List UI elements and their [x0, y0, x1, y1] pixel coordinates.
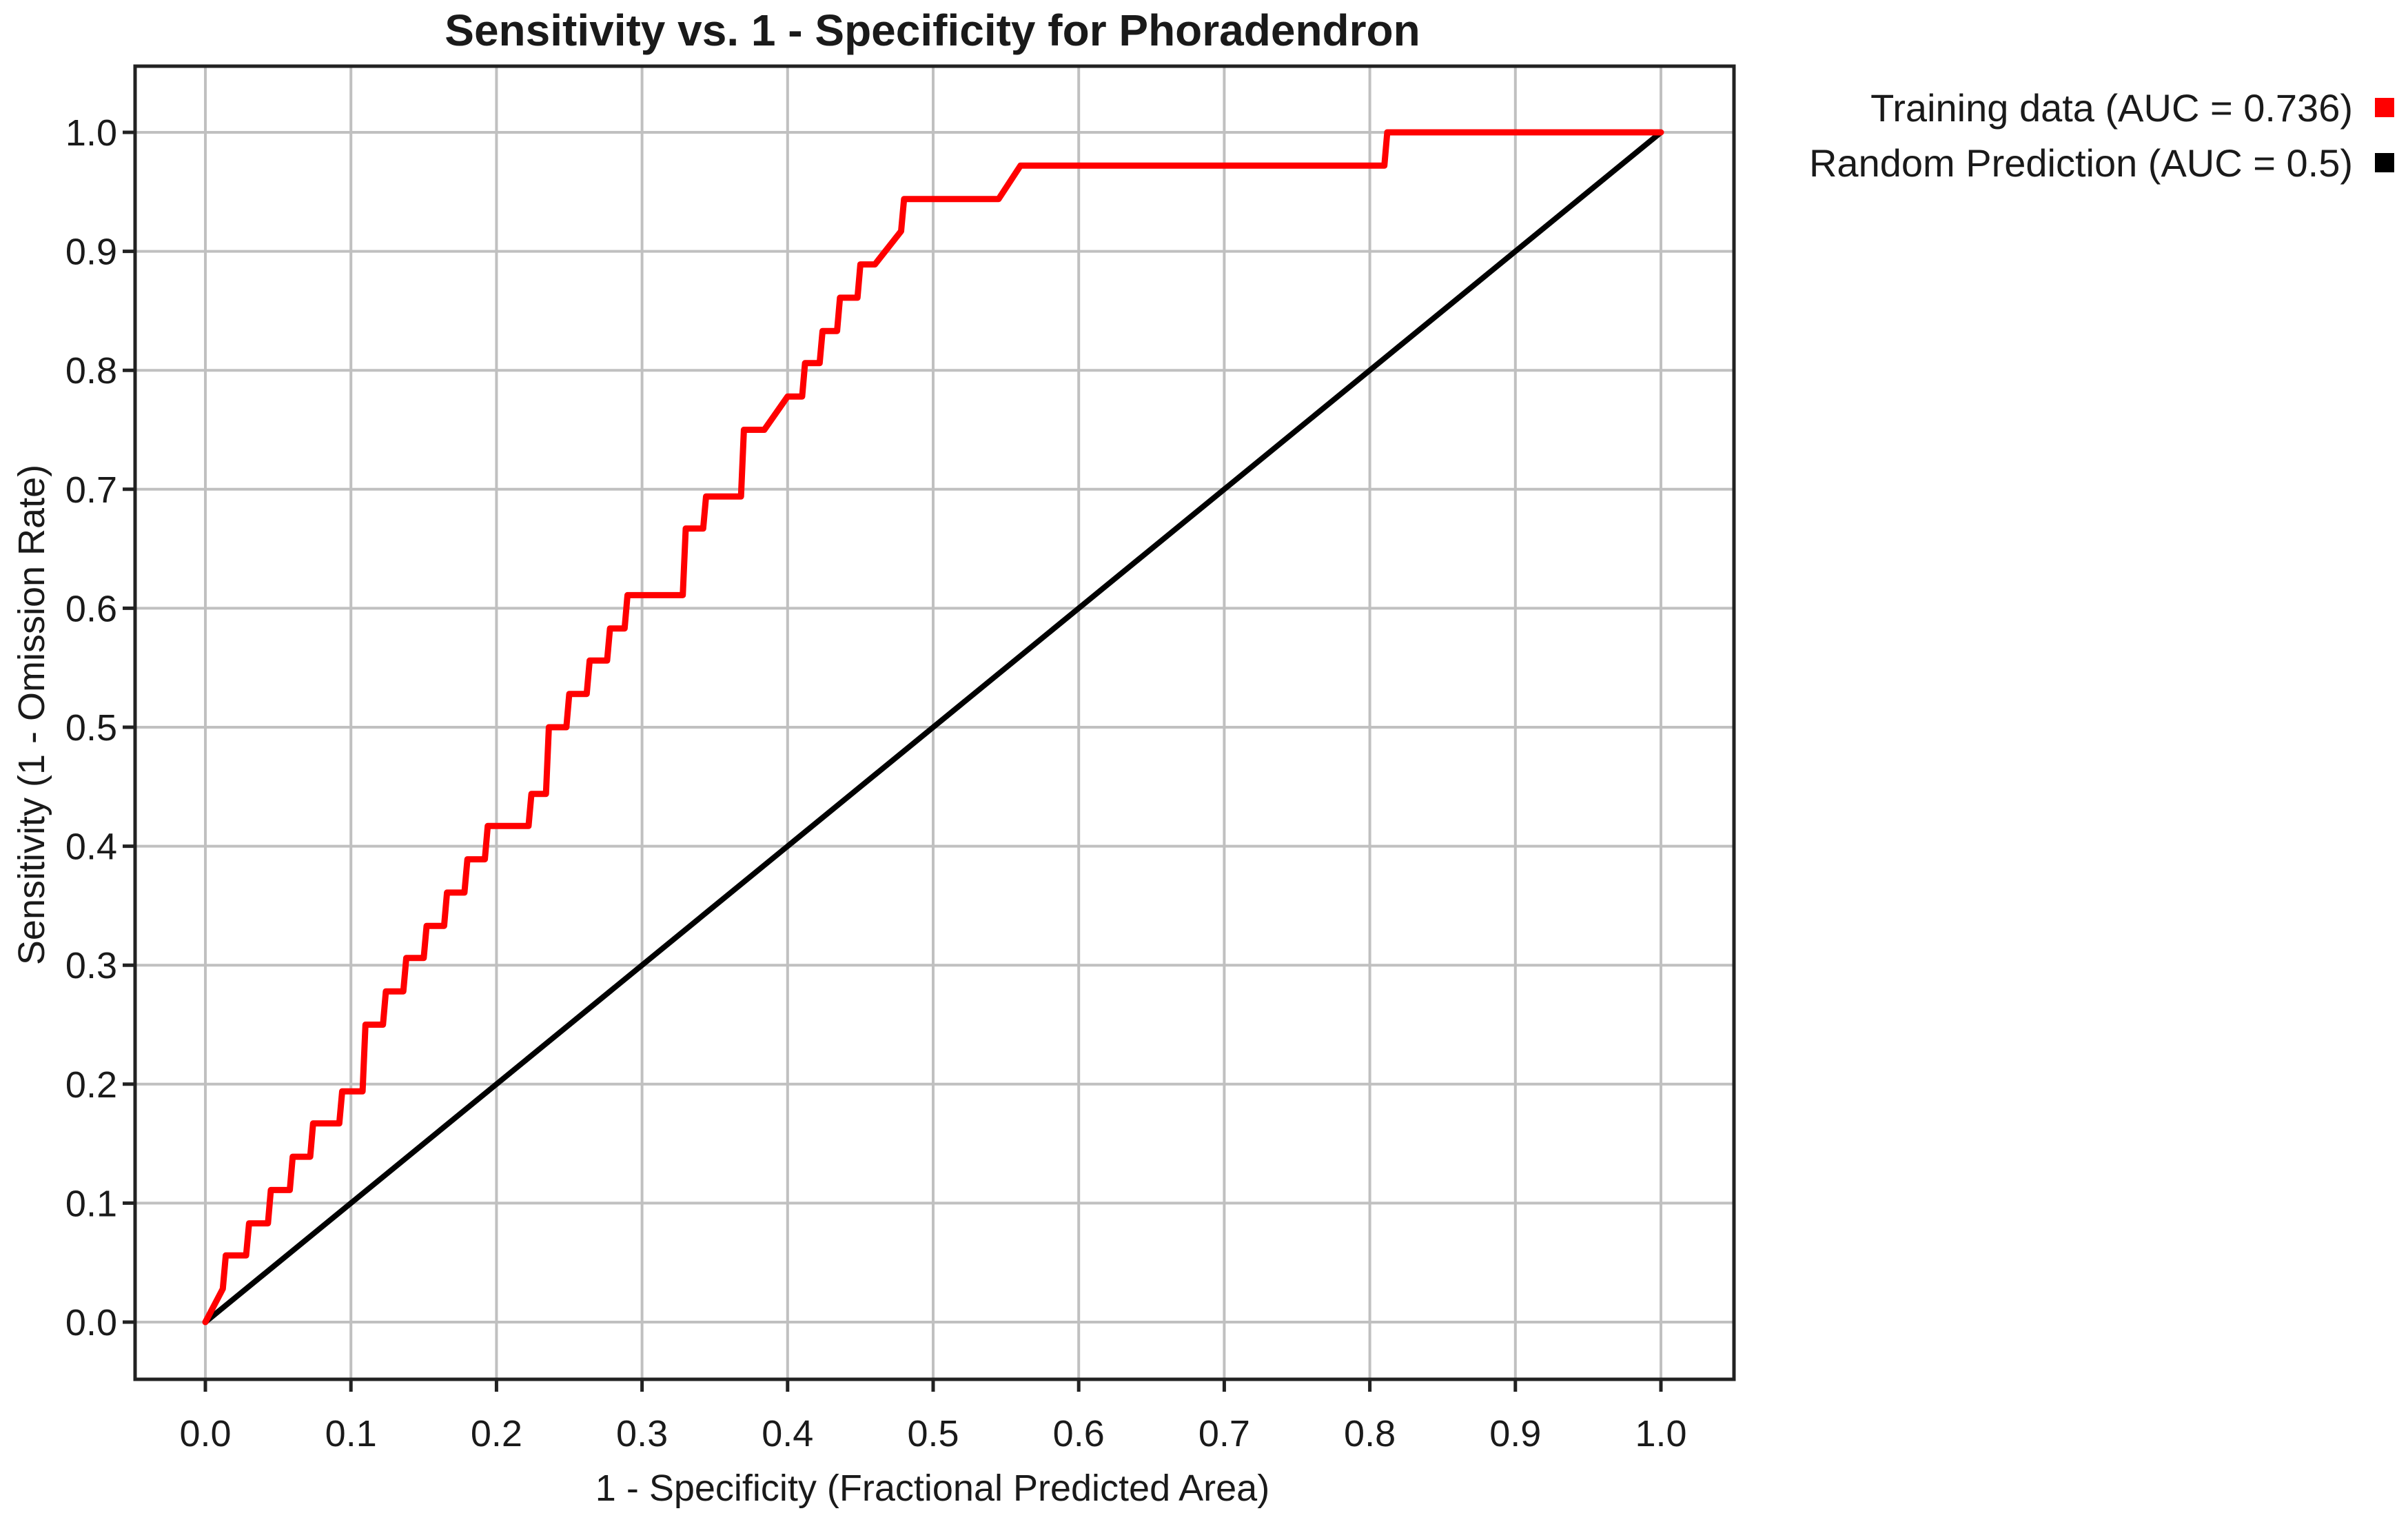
y-tick-label: 0.8	[65, 350, 117, 392]
y-tick-label: 0.1	[65, 1183, 117, 1224]
y-tick-label: 0.2	[65, 1064, 117, 1106]
legend-swatch-training	[2375, 98, 2394, 117]
series-layer	[202, 129, 1664, 1326]
x-tick-label: 0.1	[325, 1413, 377, 1454]
x-tick-label: 0.6	[1053, 1413, 1105, 1454]
x-tick-label: 0.3	[616, 1413, 668, 1454]
y-tick-label: 0.7	[65, 469, 117, 511]
y-tick-label: 0.9	[65, 232, 117, 273]
x-axis-label: 1 - Specificity (Fractional Predicted Ar…	[595, 1468, 1269, 1509]
axis-ticks	[123, 130, 1663, 1392]
x-tick-label: 0.2	[471, 1413, 522, 1454]
y-axis-label: Sensitivity (1 - Omission Rate)	[11, 465, 52, 965]
x-tick-label: 0.8	[1344, 1413, 1396, 1454]
y-tick-label: 0.4	[65, 826, 117, 868]
legend-label-random: Random Prediction (AUC = 0.5)	[1809, 141, 2353, 185]
y-axis-tick-labels: 0.0 0.1 0.2 0.3 0.4 0.5 0.6 0.7 0.8 0.9 1.0	[65, 112, 117, 1343]
legend: Training data (AUC = 0.736) Random Predic…	[1809, 86, 2394, 185]
x-tick-label: 1.0	[1635, 1413, 1686, 1454]
x-tick-label: 0.7	[1198, 1413, 1250, 1454]
x-tick-label: 0.5	[907, 1413, 959, 1454]
y-tick-label: 0.6	[65, 588, 117, 629]
x-tick-label: 0.0	[179, 1413, 231, 1454]
x-tick-label: 0.9	[1489, 1413, 1541, 1454]
y-tick-label: 0.5	[65, 707, 117, 749]
x-axis-tick-labels: 0.0 0.1 0.2 0.3 0.4 0.5 0.6 0.7 0.8 0.9 1.0	[179, 1413, 1686, 1454]
y-tick-label: 0.0	[65, 1302, 117, 1343]
training-data-curve	[202, 129, 1664, 1326]
legend-label-training: Training data (AUC = 0.736)	[1870, 86, 2353, 130]
legend-swatch-random	[2375, 153, 2394, 172]
x-tick-label: 0.4	[762, 1413, 813, 1454]
random-prediction-line	[203, 130, 1664, 1325]
chart-title: Sensitivity vs. 1 - Specificity for Phor…	[445, 6, 1420, 55]
y-tick-label: 1.0	[65, 112, 117, 154]
y-tick-label: 0.3	[65, 945, 117, 986]
